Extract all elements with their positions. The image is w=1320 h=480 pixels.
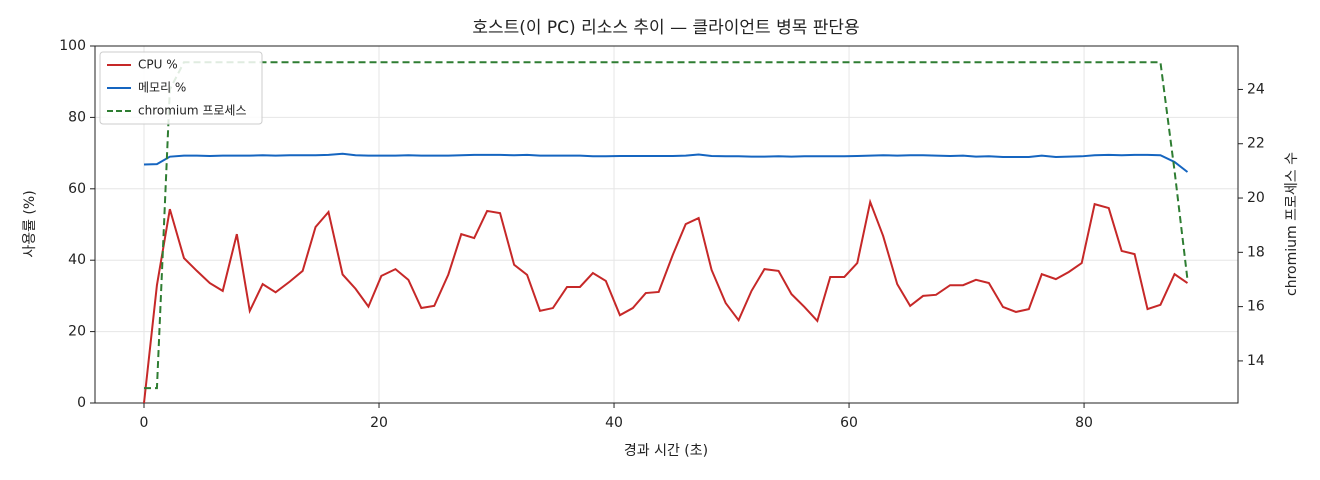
series-line: [144, 61, 1189, 390]
y2-tick-label: 18: [1247, 244, 1265, 260]
y-tick-label: 40: [68, 252, 86, 268]
y-tick-label: 20: [68, 324, 86, 340]
x-tick-label: 0: [140, 415, 149, 431]
x-tick-label: 80: [1075, 415, 1093, 431]
y2-axis-label: chromium 프로세스 수: [1284, 152, 1300, 296]
legend-label: 메모리 %: [138, 81, 186, 95]
y-tick-label: 80: [68, 109, 86, 125]
x-tick-label: 40: [605, 415, 623, 431]
x-tick-label: 60: [840, 415, 858, 431]
y-tick-label: 60: [68, 181, 86, 197]
y2-tick-label: 16: [1247, 299, 1265, 315]
legend-label: chromium 프로세스: [138, 104, 247, 118]
legend-label: CPU %: [138, 58, 178, 72]
chart-title: 호스트(이 PC) 리소스 추이 — 클라이언트 병목 판단용: [472, 18, 859, 38]
y2-tick-label: 24: [1247, 81, 1265, 97]
series-line: [143, 152, 1189, 173]
y2-tick-label: 14: [1247, 353, 1265, 369]
y2-tick-label: 22: [1247, 136, 1265, 152]
y-tick-label: 100: [59, 38, 86, 54]
y2-tick-label: 20: [1247, 190, 1265, 206]
series-line: [143, 198, 1189, 404]
grid: [95, 45, 1238, 404]
plot-frame: [94, 45, 1239, 404]
y-axis-label: 사용률 (%): [22, 190, 38, 257]
x-axis-label: 경과 시간 (초): [624, 443, 708, 459]
y-tick-label: 0: [77, 395, 86, 411]
x-tick-label: 20: [370, 415, 388, 431]
legend-box: [99, 51, 263, 125]
